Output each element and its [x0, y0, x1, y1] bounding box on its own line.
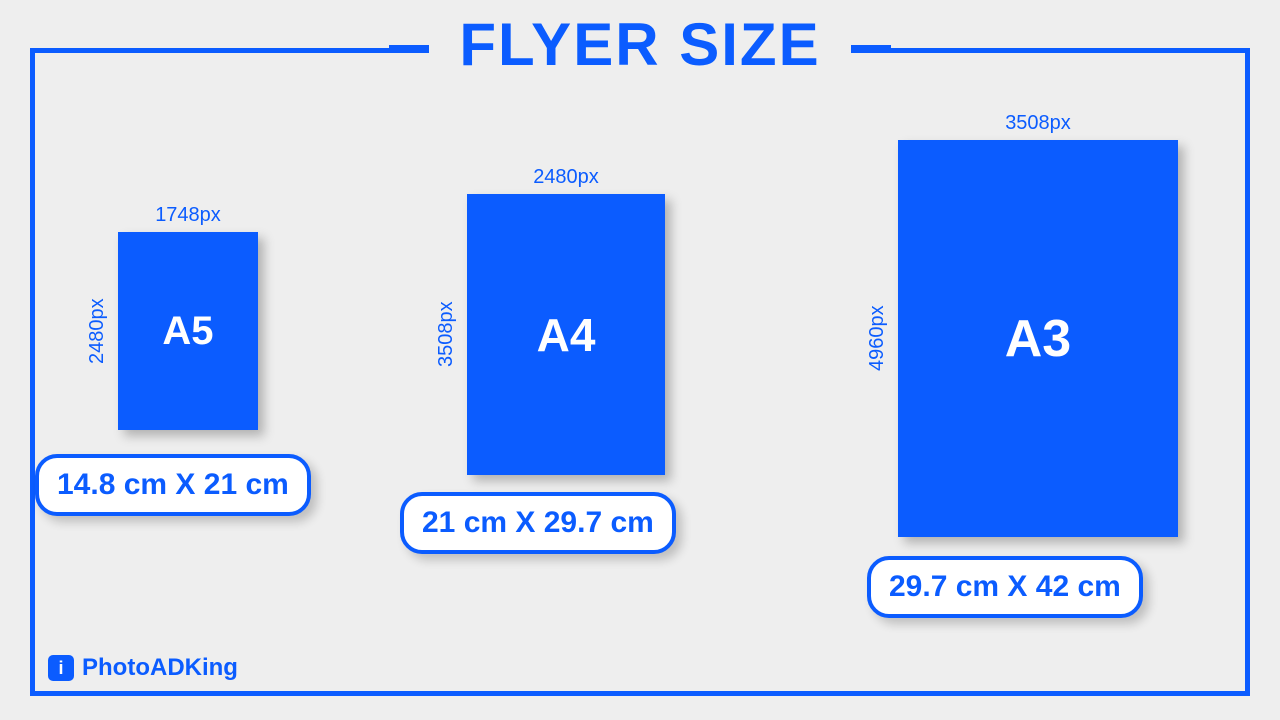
height-px-label: 4960px	[866, 140, 889, 537]
size-rect-a5: A5	[118, 232, 258, 430]
size-card-a5: 1748px2480pxA5	[118, 232, 258, 430]
height-px-label: 2480px	[86, 232, 109, 430]
info-icon: i	[48, 655, 74, 681]
size-card-a3: 3508px4960pxA3	[898, 140, 1178, 537]
size-rect-a3: A3	[898, 140, 1178, 537]
brand-logo: i PhotoADKing	[48, 654, 238, 682]
width-px-label: 1748px	[118, 204, 258, 227]
cm-label-a5: 14.8 cm X 21 cm	[35, 454, 311, 516]
cm-label-a4: 21 cm X 29.7 cm	[400, 492, 676, 554]
height-px-label: 3508px	[435, 194, 458, 475]
cm-label-a3: 29.7 cm X 42 cm	[867, 556, 1143, 618]
width-px-label: 3508px	[898, 112, 1178, 135]
width-px-label: 2480px	[467, 166, 665, 189]
size-card-a4: 2480px3508pxA4	[467, 194, 665, 475]
brand-name: PhotoADKing	[82, 654, 238, 682]
size-rect-a4: A4	[467, 194, 665, 475]
title-container: FLYER SIZE	[0, 10, 1280, 79]
page-title: FLYER SIZE	[429, 10, 850, 79]
